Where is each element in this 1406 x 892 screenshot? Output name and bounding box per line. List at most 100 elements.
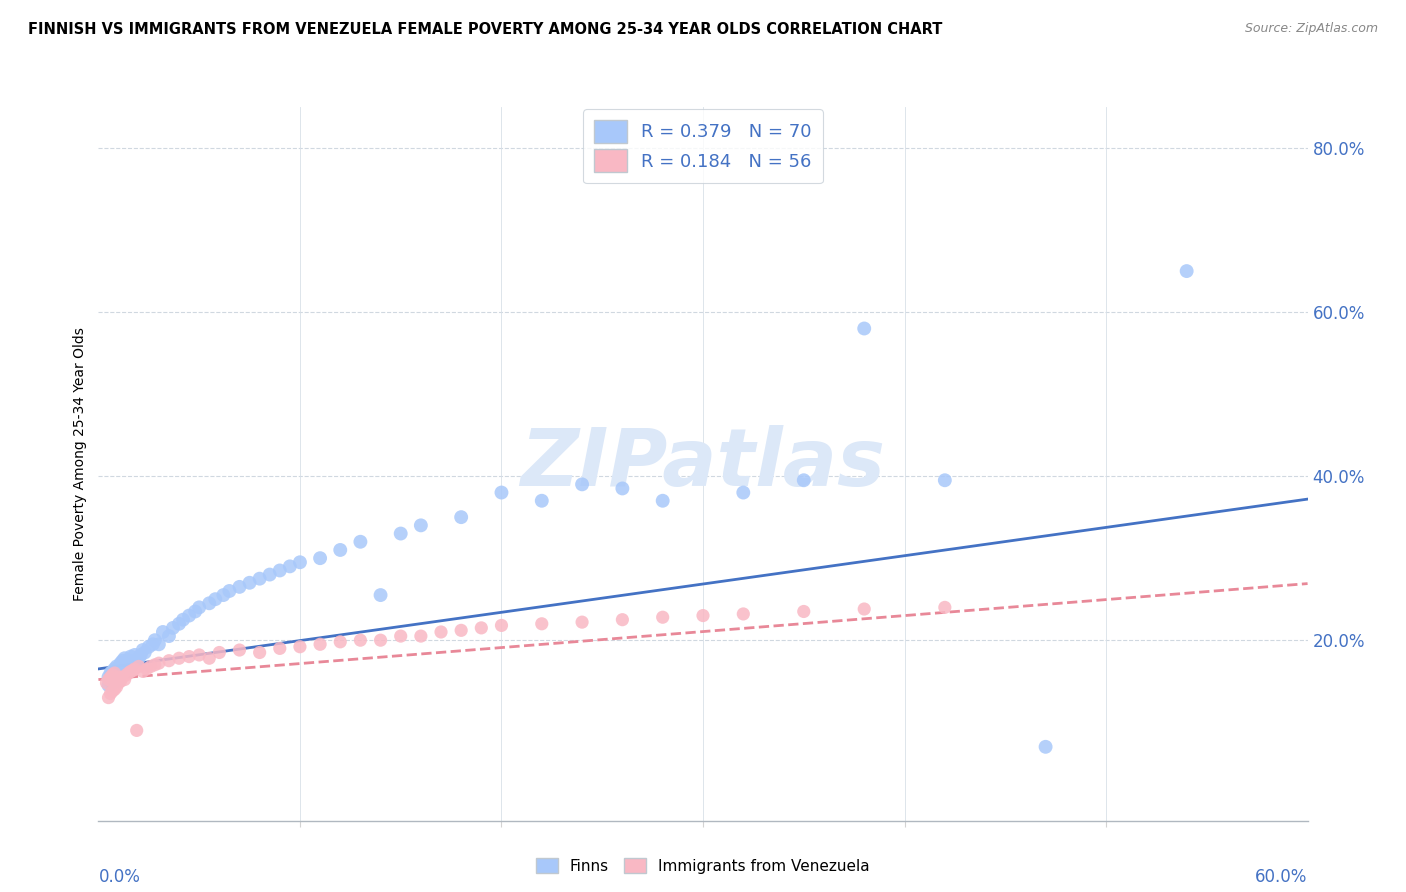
Point <box>259 567 281 582</box>
Point <box>111 654 134 668</box>
Legend: Finns, Immigrants from Venezuela: Finns, Immigrants from Venezuela <box>530 852 876 880</box>
Point <box>110 674 132 689</box>
Point <box>143 657 166 672</box>
Point <box>134 645 156 659</box>
Point <box>121 664 143 678</box>
Point <box>125 654 148 668</box>
Point <box>105 680 128 694</box>
Point <box>733 607 755 621</box>
Point <box>228 580 250 594</box>
Point <box>103 662 125 676</box>
Point <box>132 643 155 657</box>
Point <box>204 592 226 607</box>
Point <box>184 605 207 619</box>
Point <box>198 651 221 665</box>
Point <box>132 665 155 679</box>
Point <box>370 633 392 648</box>
Point <box>96 676 118 690</box>
Point <box>138 640 160 654</box>
Point <box>107 676 129 690</box>
Point <box>110 667 132 681</box>
Point <box>212 588 235 602</box>
Point <box>793 605 815 619</box>
Point <box>114 665 136 679</box>
Point <box>853 602 876 616</box>
Point <box>121 656 143 670</box>
Legend: R = 0.379   N = 70, R = 0.184   N = 56: R = 0.379 N = 70, R = 0.184 N = 56 <box>583 109 823 184</box>
Point <box>101 665 124 679</box>
Text: 0.0%: 0.0% <box>98 868 141 887</box>
Point <box>114 651 136 665</box>
Point <box>288 555 311 569</box>
Point <box>470 621 492 635</box>
Point <box>450 624 472 638</box>
Point <box>249 572 271 586</box>
Text: ZIPatlas: ZIPatlas <box>520 425 886 503</box>
Point <box>100 674 122 689</box>
Point <box>135 662 157 676</box>
Point <box>100 686 122 700</box>
Point <box>491 618 513 632</box>
Text: 60.0%: 60.0% <box>1256 868 1308 887</box>
Point <box>107 670 129 684</box>
Point <box>370 588 392 602</box>
Point <box>389 526 412 541</box>
Point <box>198 596 221 610</box>
Point <box>167 651 190 665</box>
Point <box>111 665 134 680</box>
Point <box>110 656 132 670</box>
Point <box>103 682 125 697</box>
Point <box>309 637 332 651</box>
Point <box>188 648 211 662</box>
Point <box>530 616 553 631</box>
Point <box>329 635 352 649</box>
Point <box>793 473 815 487</box>
Y-axis label: Female Poverty Among 25-34 Year Olds: Female Poverty Among 25-34 Year Olds <box>73 326 87 601</box>
Point <box>157 654 180 668</box>
Point <box>97 670 120 684</box>
Point <box>111 670 134 684</box>
Point <box>733 485 755 500</box>
Point <box>167 616 190 631</box>
Point <box>152 625 174 640</box>
Point <box>105 670 128 684</box>
Point <box>177 608 201 623</box>
Point <box>128 659 150 673</box>
Point <box>692 608 714 623</box>
Point <box>107 662 129 676</box>
Point <box>218 584 240 599</box>
Point <box>115 657 138 672</box>
Point <box>188 600 211 615</box>
Point <box>100 670 122 684</box>
Point <box>389 629 412 643</box>
Text: FINNISH VS IMMIGRANTS FROM VENEZUELA FEMALE POVERTY AMONG 25-34 YEAR OLDS CORREL: FINNISH VS IMMIGRANTS FROM VENEZUELA FEM… <box>28 22 942 37</box>
Text: Source: ZipAtlas.com: Source: ZipAtlas.com <box>1244 22 1378 36</box>
Point <box>107 674 129 689</box>
Point <box>530 493 553 508</box>
Point <box>278 559 301 574</box>
Point <box>142 637 165 651</box>
Point <box>571 615 593 629</box>
Point <box>1175 264 1198 278</box>
Point <box>114 673 136 687</box>
Point <box>269 641 291 656</box>
Point <box>249 645 271 659</box>
Point <box>97 690 120 705</box>
Point <box>430 625 453 640</box>
Point <box>118 654 141 668</box>
Point <box>329 543 352 558</box>
Point <box>269 564 291 578</box>
Point <box>143 633 166 648</box>
Point <box>105 659 128 673</box>
Point <box>120 649 142 664</box>
Point <box>934 600 956 615</box>
Point <box>228 643 250 657</box>
Point <box>1035 739 1057 754</box>
Point <box>612 613 634 627</box>
Point <box>124 662 146 676</box>
Point <box>129 648 152 662</box>
Point <box>103 665 125 680</box>
Point <box>651 493 673 508</box>
Point <box>239 575 262 590</box>
Point <box>148 656 170 670</box>
